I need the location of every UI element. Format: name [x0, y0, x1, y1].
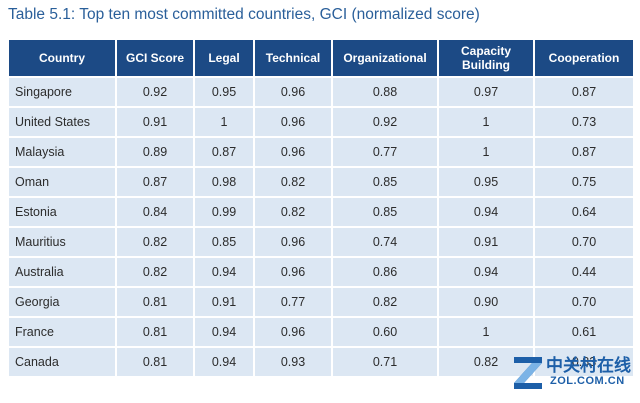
cell-organizational: 0.82: [333, 288, 437, 316]
cell-cooperation: 0.73: [535, 108, 633, 136]
cell-cooperation: 0.87: [535, 78, 633, 106]
cell-gci-score: 0.82: [117, 228, 193, 256]
cell-country: Malaysia: [9, 138, 115, 166]
cell-technical: 0.96: [255, 108, 331, 136]
cell-capacity-building: 0.82: [439, 348, 533, 376]
cell-legal: 0.87: [195, 138, 253, 166]
cell-country: Georgia: [9, 288, 115, 316]
cell-organizational: 0.85: [333, 198, 437, 226]
table-row: Singapore 0.92 0.95 0.96 0.88 0.97 0.87: [9, 78, 633, 106]
cell-technical: 0.93: [255, 348, 331, 376]
cell-gci-score: 0.81: [117, 318, 193, 346]
header-row: Country GCI Score Legal Technical Organi…: [9, 40, 633, 76]
cell-country: Estonia: [9, 198, 115, 226]
cell-country: Australia: [9, 258, 115, 286]
cell-technical: 0.82: [255, 198, 331, 226]
gci-table: Country GCI Score Legal Technical Organi…: [7, 38, 635, 378]
cell-organizational: 0.85: [333, 168, 437, 196]
cell-gci-score: 0.82: [117, 258, 193, 286]
cell-organizational: 0.92: [333, 108, 437, 136]
cell-organizational: 0.74: [333, 228, 437, 256]
table-row: Oman 0.87 0.98 0.82 0.85 0.95 0.75: [9, 168, 633, 196]
cell-technical: 0.82: [255, 168, 331, 196]
table-row: Australia 0.82 0.94 0.96 0.86 0.94 0.44: [9, 258, 633, 286]
header-cooperation: Cooperation: [535, 40, 633, 76]
cell-legal: 0.91: [195, 288, 253, 316]
cell-capacity-building: 0.94: [439, 198, 533, 226]
table-row: United States 0.91 1 0.96 0.92 1 0.73: [9, 108, 633, 136]
table-row: Canada 0.81 0.94 0.93 0.71 0.82 0.83: [9, 348, 633, 376]
cell-organizational: 0.60: [333, 318, 437, 346]
cell-cooperation: 0.70: [535, 288, 633, 316]
cell-capacity-building: 0.95: [439, 168, 533, 196]
cell-cooperation: 0.61: [535, 318, 633, 346]
cell-organizational: 0.88: [333, 78, 437, 106]
header-country: Country: [9, 40, 115, 76]
header-gci-score: GCI Score: [117, 40, 193, 76]
zol-watermark: 中关村在线 ZOL.COM.CN: [512, 351, 631, 395]
cell-legal: 0.98: [195, 168, 253, 196]
cell-country: Singapore: [9, 78, 115, 106]
cell-capacity-building: 1: [439, 108, 533, 136]
cell-country: Oman: [9, 168, 115, 196]
cell-cooperation: 0.83: [535, 348, 633, 376]
table-row: Mauritius 0.82 0.85 0.96 0.74 0.91 0.70: [9, 228, 633, 256]
cell-capacity-building: 0.94: [439, 258, 533, 286]
cell-gci-score: 0.81: [117, 288, 193, 316]
cell-technical: 0.96: [255, 228, 331, 256]
table-row: Georgia 0.81 0.91 0.77 0.82 0.90 0.70: [9, 288, 633, 316]
cell-technical: 0.96: [255, 318, 331, 346]
table-row: Malaysia 0.89 0.87 0.96 0.77 1 0.87: [9, 138, 633, 166]
cell-legal: 1: [195, 108, 253, 136]
cell-gci-score: 0.81: [117, 348, 193, 376]
cell-country: United States: [9, 108, 115, 136]
cell-capacity-building: 1: [439, 318, 533, 346]
cell-capacity-building: 0.91: [439, 228, 533, 256]
cell-cooperation: 0.70: [535, 228, 633, 256]
zol-logo-icon: [514, 357, 542, 389]
table-caption: Table 5.1: Top ten most committed countr…: [8, 6, 480, 23]
header-organizational: Organizational: [333, 40, 437, 76]
cell-capacity-building: 0.90: [439, 288, 533, 316]
cell-cooperation: 0.87: [535, 138, 633, 166]
header-legal: Legal: [195, 40, 253, 76]
cell-country: Mauritius: [9, 228, 115, 256]
cell-technical: 0.77: [255, 288, 331, 316]
cell-capacity-building: 0.97: [439, 78, 533, 106]
cell-legal: 0.94: [195, 348, 253, 376]
table-body: Singapore 0.92 0.95 0.96 0.88 0.97 0.87 United …: [9, 78, 633, 376]
cell-technical: 0.96: [255, 138, 331, 166]
cell-capacity-building: 1: [439, 138, 533, 166]
table-header: Country GCI Score Legal Technical Organi…: [9, 40, 633, 76]
cell-technical: 0.96: [255, 258, 331, 286]
cell-gci-score: 0.89: [117, 138, 193, 166]
cell-gci-score: 0.87: [117, 168, 193, 196]
cell-legal: 0.99: [195, 198, 253, 226]
cell-legal: 0.94: [195, 318, 253, 346]
table-row: Estonia 0.84 0.99 0.82 0.85 0.94 0.64: [9, 198, 633, 226]
cell-country: France: [9, 318, 115, 346]
cell-country: Canada: [9, 348, 115, 376]
watermark-chinese-text: 中关村在线: [546, 356, 631, 376]
cell-cooperation: 0.75: [535, 168, 633, 196]
watermark-domain-text: ZOL.COM.CN: [550, 375, 625, 387]
cell-gci-score: 0.91: [117, 108, 193, 136]
cell-organizational: 0.77: [333, 138, 437, 166]
cell-legal: 0.95: [195, 78, 253, 106]
cell-gci-score: 0.84: [117, 198, 193, 226]
cell-legal: 0.85: [195, 228, 253, 256]
table-row: France 0.81 0.94 0.96 0.60 1 0.61: [9, 318, 633, 346]
cell-cooperation: 0.64: [535, 198, 633, 226]
cell-gci-score: 0.92: [117, 78, 193, 106]
cell-organizational: 0.71: [333, 348, 437, 376]
header-capacity-building: Capacity Building: [439, 40, 533, 76]
cell-cooperation: 0.44: [535, 258, 633, 286]
header-technical: Technical: [255, 40, 331, 76]
cell-organizational: 0.86: [333, 258, 437, 286]
cell-technical: 0.96: [255, 78, 331, 106]
cell-legal: 0.94: [195, 258, 253, 286]
